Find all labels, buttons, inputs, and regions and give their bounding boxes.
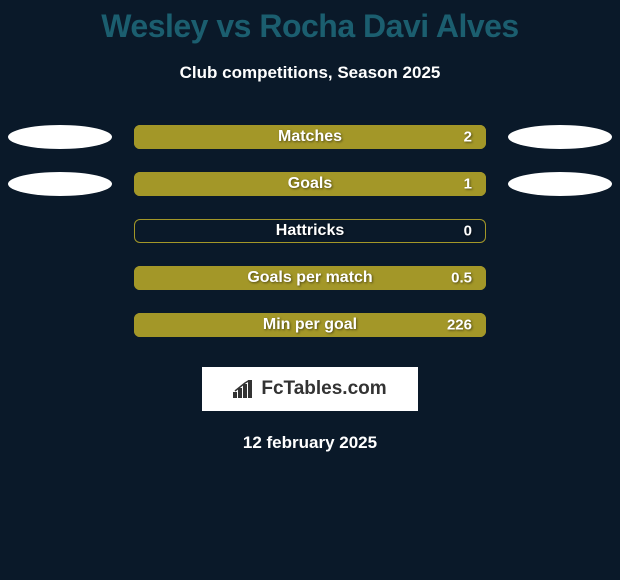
bar-area: Hattricks 0 bbox=[134, 219, 486, 243]
right-ellipse bbox=[508, 125, 612, 149]
subtitle: Club competitions, Season 2025 bbox=[180, 63, 441, 83]
logo-text: FcTables.com bbox=[261, 378, 386, 400]
bar-label: Goals bbox=[288, 175, 332, 193]
chart-container: Matches 2 Goals 1 Hattricks 0 Goals per match 0… bbox=[0, 125, 620, 337]
logo-box: FcTables.com bbox=[202, 367, 418, 411]
chart-row: Goals 1 bbox=[0, 172, 620, 196]
chart-row: Goals per match 0.5 bbox=[0, 266, 620, 290]
left-ellipse bbox=[8, 125, 112, 149]
bar-label: Min per goal bbox=[263, 316, 357, 334]
bar-label: Goals per match bbox=[247, 269, 372, 287]
bar-label: Matches bbox=[278, 128, 342, 146]
chart-icon bbox=[233, 380, 255, 398]
bar-value: 1 bbox=[464, 176, 472, 193]
date-text: 12 february 2025 bbox=[243, 433, 377, 453]
page-title: Wesley vs Rocha Davi Alves bbox=[101, 8, 518, 45]
left-ellipse bbox=[8, 172, 112, 196]
bar-value: 0.5 bbox=[451, 270, 472, 287]
bar-label: Hattricks bbox=[276, 222, 344, 240]
chart-row: Matches 2 bbox=[0, 125, 620, 149]
bar-area: Goals 1 bbox=[134, 172, 486, 196]
bar-value: 2 bbox=[464, 129, 472, 146]
bar-value: 226 bbox=[447, 317, 472, 334]
right-ellipse bbox=[508, 172, 612, 196]
bar-area: Min per goal 226 bbox=[134, 313, 486, 337]
chart-row: Hattricks 0 bbox=[0, 219, 620, 243]
chart-row: Min per goal 226 bbox=[0, 313, 620, 337]
bar-area: Matches 2 bbox=[134, 125, 486, 149]
bar-value: 0 bbox=[464, 223, 472, 240]
bar-area: Goals per match 0.5 bbox=[134, 266, 486, 290]
